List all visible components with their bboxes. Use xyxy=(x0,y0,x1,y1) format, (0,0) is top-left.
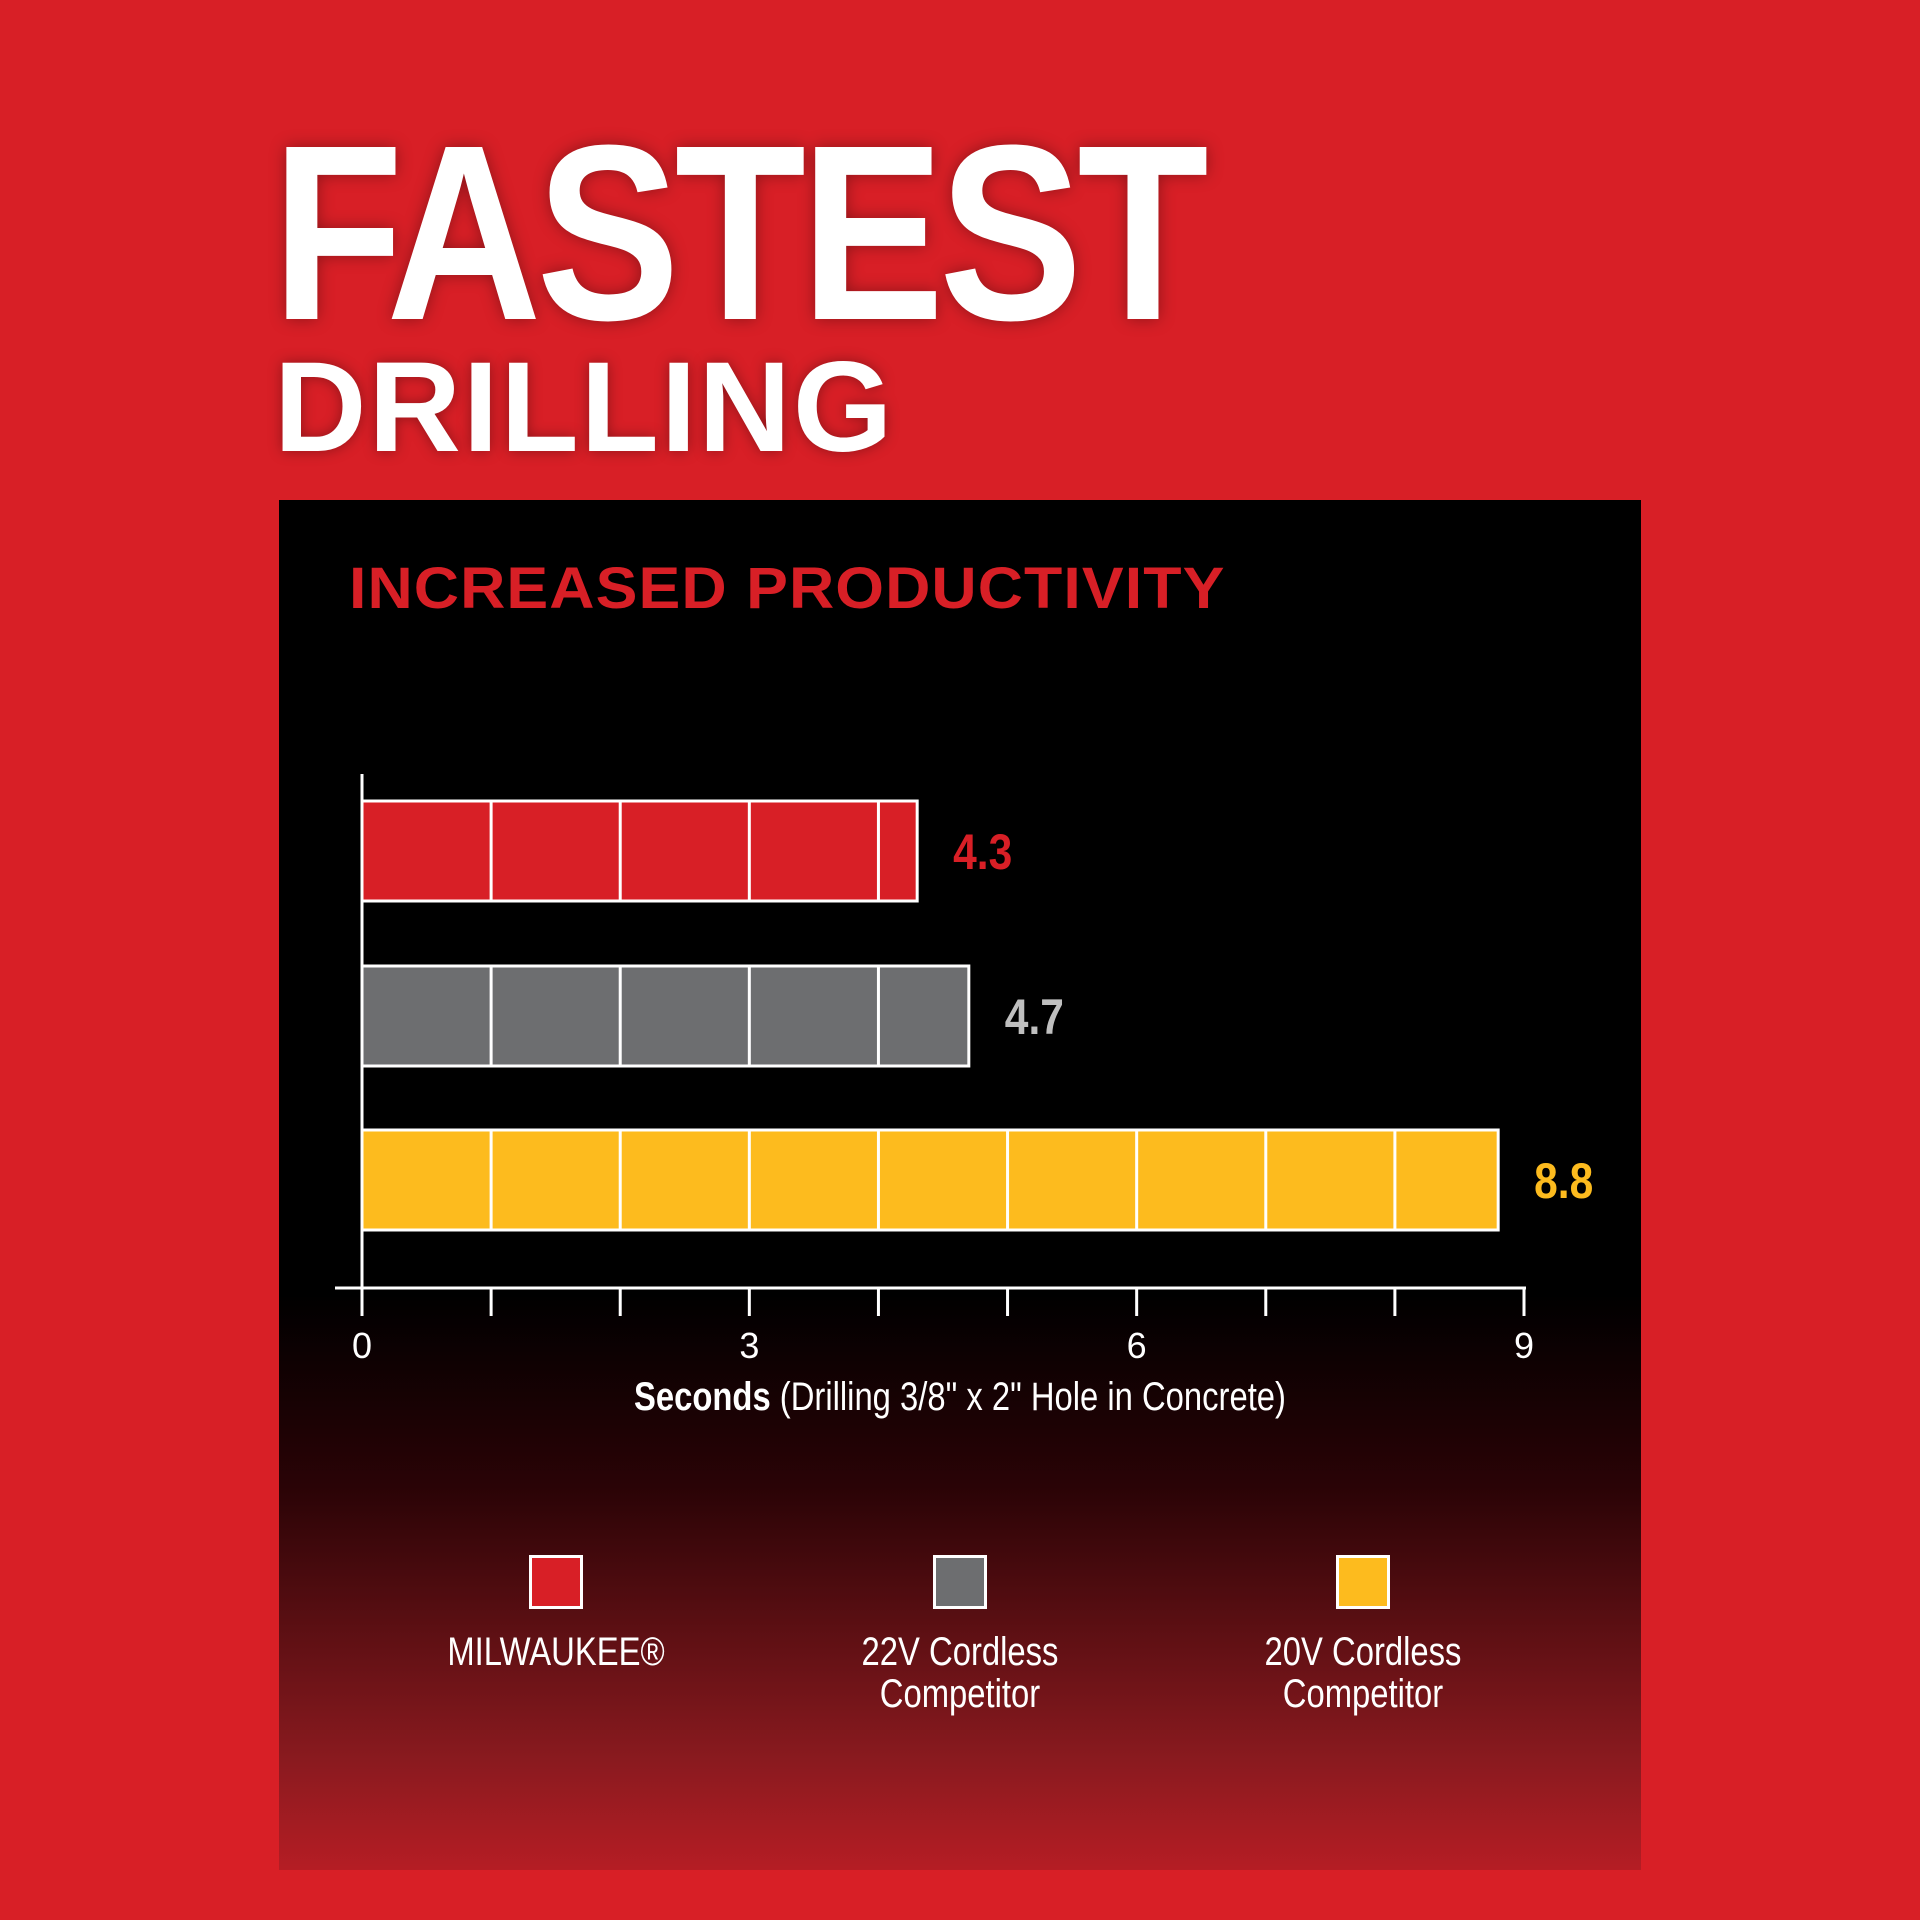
bar-0 xyxy=(360,799,919,903)
legend-swatch xyxy=(1336,1555,1390,1609)
legend-label: 20V Cordless Competitor xyxy=(1264,1630,1462,1716)
legend-label: MILWAUKEE® xyxy=(447,1630,665,1674)
x-tick-label: 6 xyxy=(1127,1325,1147,1366)
legend-swatch xyxy=(529,1555,583,1609)
legend-item-22v: 22V Cordless Competitor xyxy=(810,1555,1110,1715)
legend-item-milwaukee: MILWAUKEE® xyxy=(406,1555,706,1673)
chart-title: INCREASED PRODUCTIVITY xyxy=(349,556,1226,621)
legend-swatch xyxy=(933,1555,987,1609)
headline-title: FASTEST xyxy=(272,93,1209,372)
x-tick-label: 3 xyxy=(739,1325,759,1366)
bar-2 xyxy=(360,1128,1500,1232)
x-axis-title: Seconds (Drilling 3/8" x 2" Hole in Conc… xyxy=(634,1374,1286,1419)
bar-1 xyxy=(360,964,971,1068)
legend-label: 22V Cordless Competitor xyxy=(861,1630,1059,1716)
bar-value-label: 4.3 xyxy=(953,824,1012,880)
bar-value-label: 8.8 xyxy=(1534,1153,1593,1209)
bar-value-label: 4.7 xyxy=(1005,989,1064,1045)
x-tick-label: 9 xyxy=(1514,1325,1534,1366)
headline-subtitle: DRILLING xyxy=(274,336,895,479)
x-tick-label: 0 xyxy=(352,1325,372,1366)
legend-item-20v: 20V Cordless Competitor xyxy=(1213,1555,1513,1715)
